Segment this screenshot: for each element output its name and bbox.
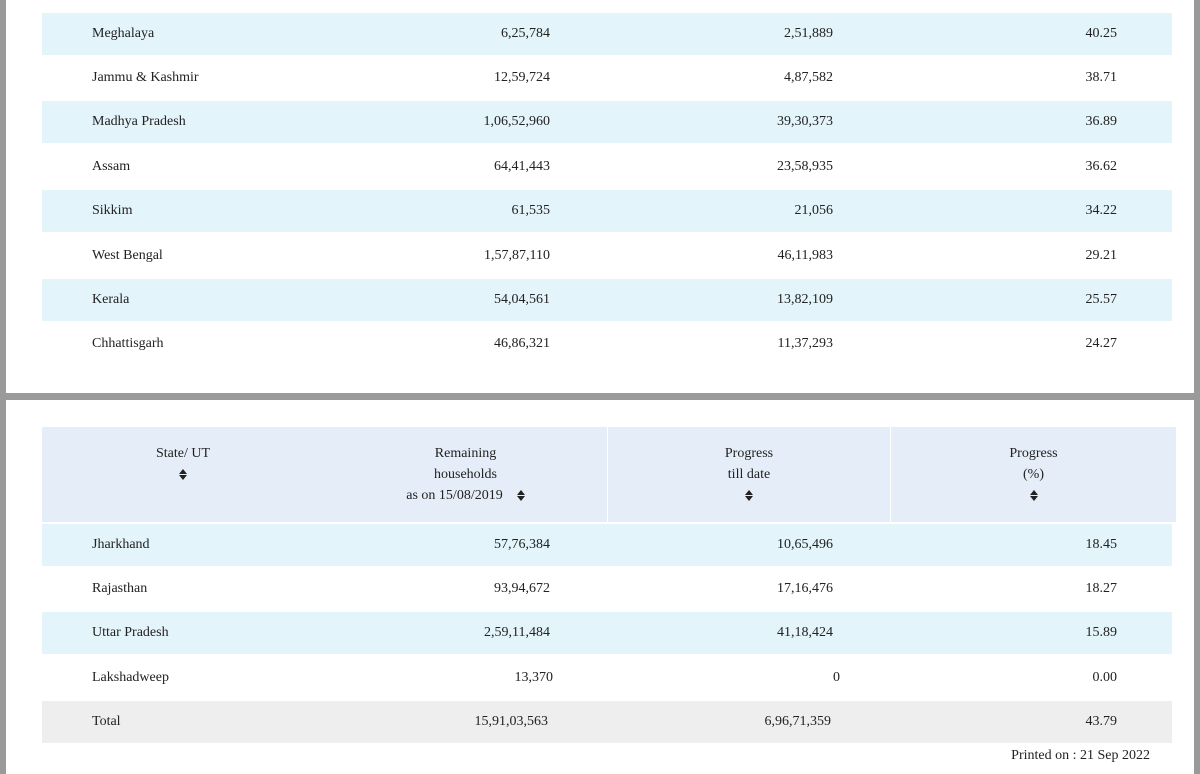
remaining-households: 93,94,672 xyxy=(494,581,550,596)
column-divider xyxy=(890,427,891,522)
header-state-ut[interactable]: State/ UT xyxy=(42,427,324,522)
progress-till-date: 10,65,496 xyxy=(777,537,833,552)
header-remaining-line1: Remaining xyxy=(434,446,497,461)
sort-icon[interactable] xyxy=(179,469,187,481)
total-remaining-households: 15,91,03,563 xyxy=(474,714,549,729)
remaining-households: 46,86,321 xyxy=(494,336,550,351)
progress-percent: 36.89 xyxy=(1085,114,1118,129)
remaining-households: 1,57,87,110 xyxy=(484,248,550,263)
state-name: Lakshadweep xyxy=(92,670,169,685)
progress-percent: 29.21 xyxy=(1085,248,1118,263)
column-divider xyxy=(607,427,608,522)
progress-percent: 38.71 xyxy=(1085,70,1118,85)
sort-icon[interactable] xyxy=(516,490,525,502)
progress-percent: 34.22 xyxy=(1085,203,1118,218)
progress-percent: 18.27 xyxy=(1085,581,1118,596)
state-name: Sikkim xyxy=(92,203,133,218)
progress-till-date: 2,51,889 xyxy=(784,26,833,41)
sort-icon[interactable] xyxy=(745,490,753,502)
remaining-households: 13,370 xyxy=(514,670,554,685)
state-name: Jharkhand xyxy=(92,537,150,552)
progress-till-date: 17,16,476 xyxy=(777,581,833,596)
remaining-households: 61,535 xyxy=(511,203,551,218)
progress-till-date: 21,056 xyxy=(794,203,834,218)
header-remaining-households[interactable]: Remaining households as on 15/08/2019 xyxy=(324,427,607,522)
table-row: Madhya Pradesh 1,06,52,960 39,30,373 36.… xyxy=(42,101,1172,143)
progress-till-date: 0 xyxy=(833,670,840,685)
table-row: Sikkim 61,535 21,056 34.22 xyxy=(42,190,1172,232)
header-percent-line1: Progress xyxy=(1009,446,1058,461)
progress-till-date: 41,18,424 xyxy=(777,625,833,640)
state-name: West Bengal xyxy=(92,248,163,263)
state-name: Jammu & Kashmir xyxy=(92,70,199,85)
page-2: State/ UT Remaining households as on 15/… xyxy=(6,400,1194,774)
progress-percent: 18.45 xyxy=(1085,537,1118,552)
state-name: Uttar Pradesh xyxy=(92,625,169,640)
table-row: West Bengal 1,57,87,110 46,11,983 29.21 xyxy=(42,235,1172,277)
progress-till-date: 39,30,373 xyxy=(777,114,833,129)
progress-till-date: 23,58,935 xyxy=(777,159,833,174)
progress-percent: 0.00 xyxy=(1092,670,1118,685)
progress-percent: 24.27 xyxy=(1085,336,1118,351)
table-row: Rajasthan 93,94,672 17,16,476 18.27 xyxy=(42,568,1172,610)
table-row: Uttar Pradesh 2,59,11,484 41,18,424 15.8… xyxy=(42,612,1172,654)
sort-icon[interactable] xyxy=(1029,490,1038,502)
remaining-households: 64,41,443 xyxy=(494,159,550,174)
progress-till-date: 13,82,109 xyxy=(777,292,833,307)
remaining-households: 12,59,724 xyxy=(494,70,550,85)
total-progress-percent: 43.79 xyxy=(1085,714,1118,729)
printed-on-date: Printed on : 21 Sep 2022 xyxy=(1011,748,1150,763)
header-progress-line2: till date xyxy=(727,467,771,482)
state-name: Chhattisgarh xyxy=(92,336,164,351)
progress-till-date: 4,87,582 xyxy=(784,70,833,85)
state-name: Meghalaya xyxy=(92,26,155,41)
state-name: Rajasthan xyxy=(92,581,148,596)
total-label: Total xyxy=(92,714,121,729)
header-remaining-line2: households xyxy=(434,467,497,482)
remaining-households: 1,06,52,960 xyxy=(483,114,551,129)
header-percent-line2: (%) xyxy=(1023,467,1044,482)
header-state-label: State/ UT xyxy=(155,446,211,461)
progress-percent: 40.25 xyxy=(1085,26,1118,41)
progress-percent: 15.89 xyxy=(1085,625,1118,640)
table-row: Jharkhand 57,76,384 10,65,496 18.45 xyxy=(42,524,1172,566)
table-header: State/ UT Remaining households as on 15/… xyxy=(42,427,1176,522)
total-row: Total 15,91,03,563 6,96,71,359 43.79 xyxy=(42,701,1172,743)
state-name: Madhya Pradesh xyxy=(92,114,186,129)
remaining-households: 54,04,561 xyxy=(494,292,550,307)
progress-till-date: 11,37,293 xyxy=(777,336,833,351)
remaining-households: 57,76,384 xyxy=(494,537,550,552)
remaining-households: 6,25,784 xyxy=(501,26,550,41)
progress-percent: 36.62 xyxy=(1085,159,1118,174)
progress-till-date: 46,11,983 xyxy=(777,248,833,263)
page-1: Meghalaya 6,25,784 2,51,889 40.25 Jammu … xyxy=(6,0,1194,393)
state-name: Assam xyxy=(92,159,131,174)
progress-percent: 25.57 xyxy=(1085,292,1118,307)
header-progress-percent[interactable]: Progress (%) xyxy=(891,427,1176,522)
remaining-households: 2,59,11,484 xyxy=(484,625,550,640)
header-progress-till-date[interactable]: Progress till date xyxy=(608,427,890,522)
table-row: Jammu & Kashmir 12,59,724 4,87,582 38.71 xyxy=(42,57,1172,99)
state-name: Kerala xyxy=(92,292,130,307)
total-progress-till-date: 6,96,71,359 xyxy=(764,714,832,729)
header-remaining-line3: as on 15/08/2019 xyxy=(406,488,503,503)
table-row: Chhattisgarh 46,86,321 11,37,293 24.27 xyxy=(42,323,1172,365)
table-row: Kerala 54,04,561 13,82,109 25.57 xyxy=(42,279,1172,321)
table-row: Assam 64,41,443 23,58,935 36.62 xyxy=(42,146,1172,188)
header-progress-line1: Progress xyxy=(724,446,774,461)
table-row: Meghalaya 6,25,784 2,51,889 40.25 xyxy=(42,13,1172,55)
table-row: Lakshadweep 13,370 0 0.00 xyxy=(42,657,1172,699)
